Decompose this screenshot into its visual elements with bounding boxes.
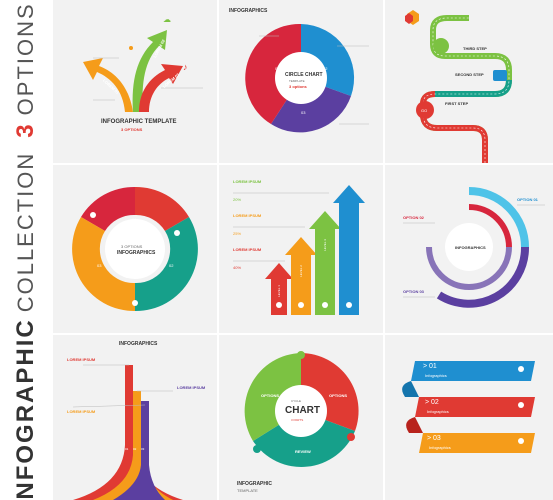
rising-item-2: LOREM IPSUM (233, 213, 262, 218)
donut-graphic (72, 186, 198, 312)
cycle-footer-title: INFOGRAPHIC (237, 481, 272, 487)
panel2-title: INFOGRAPHICS (229, 8, 268, 14)
banner-number-3: > 03 (427, 435, 441, 442)
step3-label: THIRD STEP (463, 46, 487, 51)
start-label: GO (421, 108, 428, 113)
donut-center-sub: INFOGRAPHICS (117, 250, 156, 256)
arrow-level-1: LEVEL 1 (276, 285, 281, 297)
donut-number-2: 02 (169, 263, 174, 268)
ring-graphic (403, 187, 545, 308)
panel-road-steps: THIRD STEP SECOND STEP FIRST STEP GO (385, 0, 553, 163)
stream-number-2: 02 (133, 447, 137, 451)
rising-pct-3: 40% (233, 265, 242, 270)
cycle-option-right: OPTIONS (329, 393, 348, 398)
segment-number-1: 01 (275, 66, 280, 71)
stream-label-2: LOREM IPSUM (177, 385, 206, 390)
panel-cycle-chart: CYCLE CHART 3 PARTS OPTIONS OPTIONS REVI… (219, 335, 383, 500)
banner-number-1: > 01 (423, 363, 437, 370)
stream-graphic (72, 364, 183, 500)
circle-center-options: 3 options (289, 84, 307, 89)
rising-pct-1: 20% (233, 197, 242, 202)
stream-title: INFOGRAPHICS (119, 341, 158, 347)
segment-number-3: 03 (301, 110, 306, 115)
banner-label-2: Infographics (427, 409, 449, 414)
svg-text:♪: ♪ (183, 62, 188, 72)
circle-chart-graphic (245, 23, 369, 133)
rising-arrows-graphic (233, 185, 365, 315)
options-number: 3 (12, 123, 39, 138)
step1-label: FIRST STEP (445, 101, 469, 106)
arrow-level-2: LEVEL 2 (298, 265, 303, 277)
cycle-option-left: OPTIONS (261, 393, 280, 398)
ring-option-1: OPTION 01 (517, 197, 538, 202)
road-graphic (405, 10, 512, 163)
cycle-center-bottom: 3 PARTS (291, 418, 304, 422)
panel1-subtitle: 3 OPTIONS (121, 127, 143, 132)
banner-label-3: Infographics (429, 445, 451, 450)
arrows-graphic: ♪ ☁ (83, 15, 203, 112)
panel-circle-chart: INFOGRAPHICS CIRCLE CHART TEMPLATE 3 opt… (219, 0, 383, 163)
panel-rising-arrows: LOREM IPSUM LOREM IPSUM LOREM IPSUM 20% … (219, 165, 383, 333)
side-title: 3 OPTIONS INFOGRAPHIC COLLECTION (0, 0, 52, 500)
infographic-word: INFOGRAPHIC (12, 318, 39, 500)
panel-donut-options: 3 OPTIONS INFOGRAPHICS 01 02 03 (53, 165, 217, 333)
stream-label-3: LOREM IPSUM (67, 409, 96, 414)
stream-label-1: LOREM IPSUM (67, 357, 96, 362)
rising-item-3: LOREM IPSUM (233, 247, 262, 252)
stream-number-3: 03 (141, 447, 145, 451)
svg-text:☁: ☁ (163, 15, 171, 24)
cycle-chart-graphic (244, 351, 359, 467)
panel1-title: INFOGRAPHIC TEMPLATE (101, 119, 177, 125)
circle-center-title: CIRCLE CHART (285, 72, 323, 78)
donut-center-title: 3 OPTIONS (121, 244, 143, 249)
rising-pct-2: 25% (233, 231, 242, 236)
cycle-center-title: CHART (285, 405, 320, 416)
cycle-footer-sub: TEMPLATE (237, 488, 258, 493)
panel-three-arrows: ♪ ☁ LOREM 02 LOREM 03 LOREM 01 INFOGRAPH… (53, 0, 217, 163)
arrow-level-3: LEVEL 3 (322, 239, 327, 251)
panel-ribbon-banners: > 01 Infographics > 02 Infographics > 03… (385, 335, 553, 500)
rising-item-1: LOREM IPSUM (233, 179, 262, 184)
ribbon-graphic (402, 361, 535, 453)
banner-number-2: > 02 (425, 399, 439, 406)
ring-center-label: INFOGRAPHICS (455, 245, 486, 250)
stream-number-1: 01 (125, 447, 129, 451)
panel-stream-lines: INFOGRAPHICS LOREM IPSUM LOREM IPSUM LOR… (53, 335, 217, 500)
segment-number-2: 02 (323, 66, 328, 71)
cycle-option-bottom: REVIEW (295, 449, 311, 454)
banner-label-1: Infographics (425, 373, 447, 378)
collection-heading: INFOGRAPHIC COLLECTION (6, 152, 46, 500)
ring-option-2: OPTION 02 (403, 215, 424, 220)
panel-ring-options: INFOGRAPHICS OPTION 01 OPTION 02 OPTION … (385, 165, 553, 333)
collection-word: COLLECTION (13, 151, 38, 313)
ring-option-3: OPTION 03 (403, 289, 424, 294)
step2-label: SECOND STEP (455, 72, 484, 77)
cycle-center-top: CYCLE (291, 399, 302, 403)
options-word: OPTIONS (13, 2, 38, 116)
donut-number-3: 03 (97, 263, 102, 268)
donut-number-1: 01 (132, 217, 137, 222)
circle-center-sub: TEMPLATE (289, 79, 305, 83)
